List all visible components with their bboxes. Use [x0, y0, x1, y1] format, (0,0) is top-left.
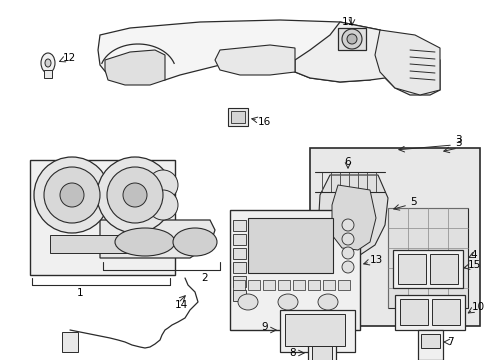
Ellipse shape [238, 294, 258, 310]
Bar [399, 299, 427, 325]
Bar [309, 148, 479, 326]
Bar [232, 262, 245, 273]
Bar [387, 208, 467, 308]
Text: 1: 1 [77, 288, 83, 298]
Polygon shape [105, 50, 164, 85]
Bar [227, 108, 247, 126]
Bar [278, 280, 289, 290]
Bar [417, 330, 442, 360]
Bar [247, 218, 332, 273]
Bar [263, 280, 274, 290]
Bar [429, 254, 457, 284]
Bar [232, 234, 245, 245]
Ellipse shape [115, 228, 175, 256]
Ellipse shape [173, 228, 217, 256]
Text: 5: 5 [409, 197, 416, 207]
Ellipse shape [60, 183, 84, 207]
Bar [392, 250, 462, 288]
Ellipse shape [45, 59, 51, 67]
Ellipse shape [341, 261, 353, 273]
Bar [50, 235, 160, 253]
Bar [307, 342, 335, 360]
Text: 11: 11 [341, 17, 354, 27]
Ellipse shape [41, 53, 55, 73]
Text: 8: 8 [289, 348, 295, 358]
Text: 3: 3 [454, 138, 461, 148]
Text: 2: 2 [201, 273, 208, 283]
Ellipse shape [346, 34, 356, 44]
Ellipse shape [44, 167, 100, 223]
Bar [232, 276, 245, 287]
Polygon shape [98, 20, 394, 82]
Bar [44, 70, 52, 78]
Bar [232, 220, 245, 231]
Polygon shape [215, 45, 294, 75]
Bar [292, 280, 305, 290]
Polygon shape [100, 220, 215, 258]
Bar [232, 280, 244, 290]
Text: 12: 12 [63, 53, 76, 63]
Bar [420, 334, 439, 348]
Ellipse shape [341, 233, 353, 245]
Bar [62, 332, 78, 352]
Text: 6: 6 [344, 157, 350, 167]
Text: 7: 7 [446, 337, 453, 347]
Bar [232, 290, 245, 301]
Text: 4: 4 [469, 250, 476, 260]
Bar [337, 280, 349, 290]
Bar [394, 295, 464, 330]
Ellipse shape [341, 219, 353, 231]
Ellipse shape [341, 247, 353, 259]
Bar [229, 210, 359, 330]
Polygon shape [331, 185, 375, 250]
Bar [311, 346, 331, 360]
Ellipse shape [34, 157, 110, 233]
Ellipse shape [278, 294, 297, 310]
Text: 16: 16 [258, 117, 271, 127]
Bar [431, 299, 459, 325]
Ellipse shape [317, 294, 337, 310]
Text: 9: 9 [261, 322, 267, 332]
Bar [230, 111, 244, 123]
Bar [30, 160, 175, 275]
Polygon shape [294, 22, 439, 95]
Bar [397, 254, 425, 284]
Bar [337, 28, 365, 50]
Polygon shape [374, 30, 439, 95]
Bar [247, 280, 260, 290]
Bar [307, 280, 319, 290]
Bar [323, 280, 334, 290]
Ellipse shape [148, 170, 178, 200]
Text: 14: 14 [175, 300, 188, 310]
Ellipse shape [107, 167, 163, 223]
Ellipse shape [341, 29, 361, 49]
Text: 13: 13 [369, 255, 383, 265]
Polygon shape [317, 175, 387, 258]
Bar [280, 310, 354, 352]
Ellipse shape [97, 157, 173, 233]
Bar [232, 248, 245, 259]
Text: 10: 10 [471, 302, 484, 312]
Bar [285, 314, 345, 346]
Text: 15: 15 [467, 260, 480, 270]
Ellipse shape [123, 183, 147, 207]
Ellipse shape [148, 190, 178, 220]
Text: 3: 3 [454, 135, 461, 145]
